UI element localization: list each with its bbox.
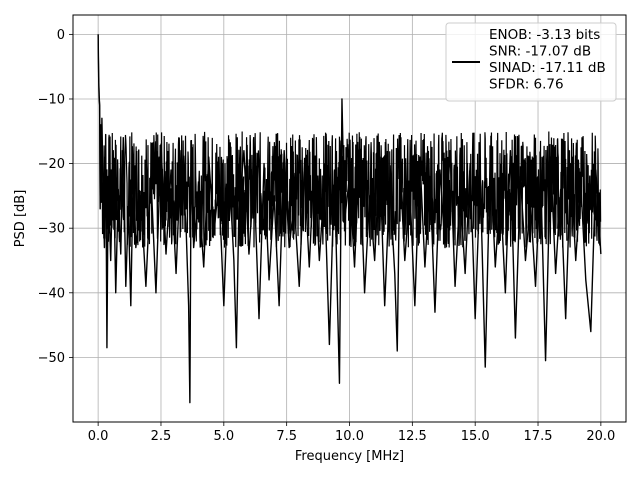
x-tick-label: 17.5 [524,429,553,444]
series-layer [97,34,602,404]
x-tick-label: 7.5 [276,429,297,444]
x-tick-label: 20.0 [586,429,615,444]
x-tick-label: 15.0 [461,429,490,444]
legend-box [445,22,617,102]
legend-entry-snr: SNR: -17.07 dB [489,44,591,60]
legend-entry-enob: ENOB: -3.13 bits [489,27,600,43]
psd-noise-trace [97,34,602,248]
x-tick-label: 5.0 [213,429,234,444]
x-tick-label: 2.5 [151,429,172,444]
y-axis-label: PSD [dB] [13,190,28,248]
y-tick-label: −50 [38,351,65,366]
legend-entry-sinad: SINAD: -17.11 dB [489,60,606,76]
legend-entry-sfdr: SFDR: 6.76 [489,77,564,93]
x-tick-label: 12.5 [398,429,427,444]
legend: ENOB: -3.13 bits SNR: -17.07 dB SINAD: -… [445,22,617,102]
y-tick-label: −20 [38,157,65,172]
y-tick-label: 0 [57,28,65,43]
x-axis-label: Frequency [MHz] [295,449,404,464]
y-tick-label: −10 [38,92,65,107]
x-tick-label: 10.0 [335,429,364,444]
y-tick-label: −30 [38,222,65,237]
axis-ticks: 0.0 2.5 5.0 7.5 10.0 12.5 15.0 17.5 20.0 0 −10 −20 −… [38,28,616,444]
y-tick-label: −40 [38,286,65,301]
x-tick-label: 0.0 [88,429,109,444]
